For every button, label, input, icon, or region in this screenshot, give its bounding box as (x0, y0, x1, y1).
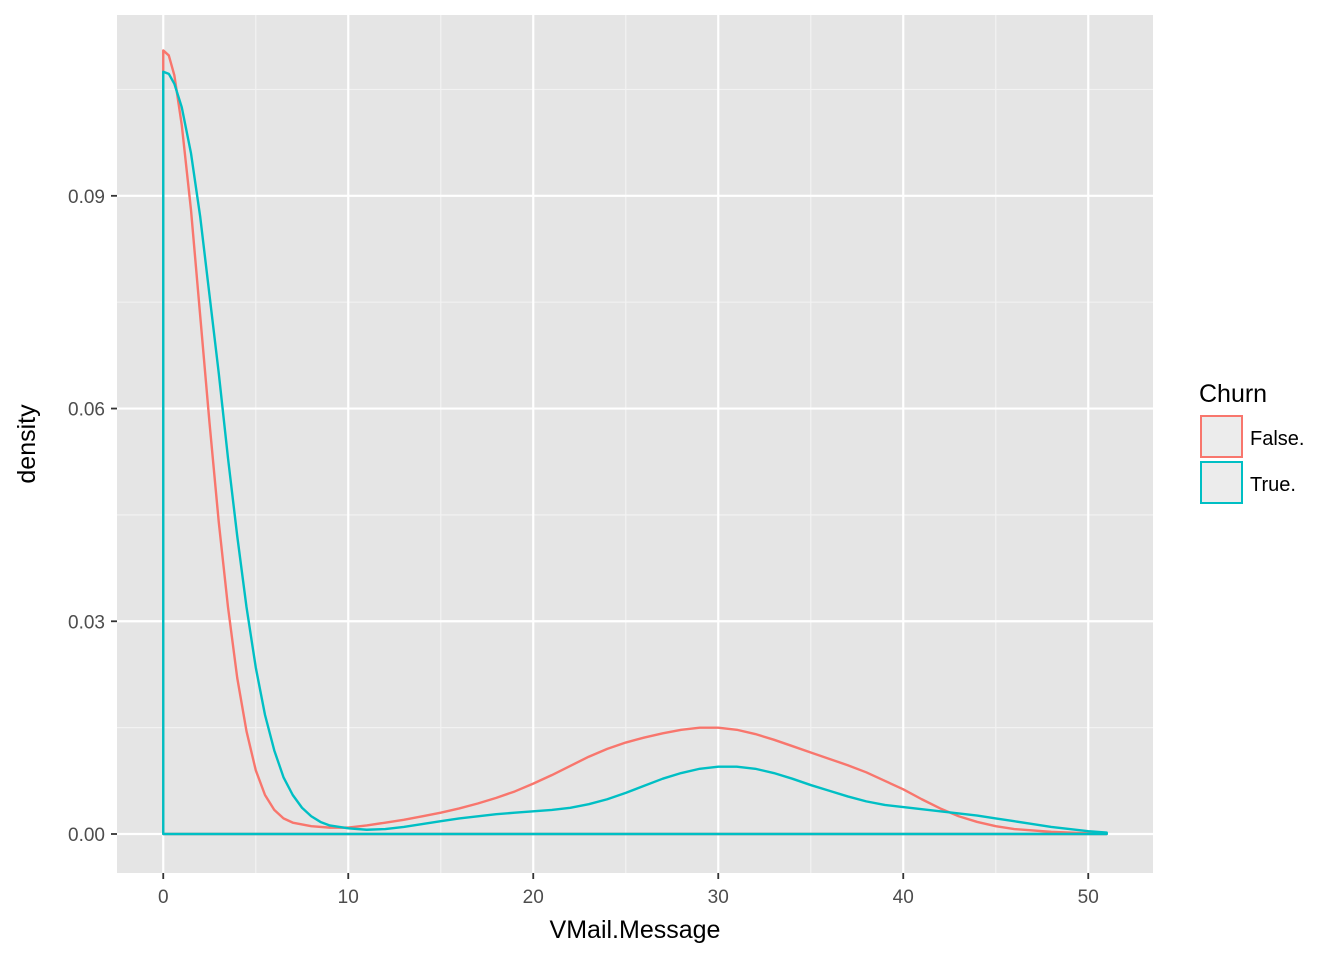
legend-label-false: False. (1250, 428, 1304, 450)
legend-title: Churn (1199, 380, 1267, 408)
y-tick-label: 0.03 (68, 612, 105, 633)
x-axis: 0 10 20 30 40 50 (158, 873, 1099, 908)
series-line-true (162, 70, 1108, 836)
legend: Churn False. True. (1199, 380, 1304, 504)
legend-label-true: True. (1250, 474, 1296, 496)
x-tick-label: 40 (893, 887, 914, 908)
x-axis-title: VMail.Message (550, 916, 721, 944)
series-layer (162, 49, 1108, 836)
series-line-false (162, 49, 1108, 836)
y-tick-label: 0.06 (68, 400, 105, 421)
plot-panel (117, 15, 1153, 873)
legend-key-true (1200, 461, 1243, 504)
x-tick-label: 0 (158, 887, 169, 908)
x-tick-label: 10 (338, 887, 359, 908)
y-tick-label: 0.09 (68, 187, 105, 208)
legend-item-true: True. (1200, 461, 1296, 504)
legend-item-false: False. (1200, 415, 1304, 458)
x-tick-label: 30 (708, 887, 729, 908)
legend-key-false (1200, 415, 1243, 458)
y-axis-title: density (13, 404, 41, 484)
x-tick-label: 20 (523, 887, 544, 908)
x-tick-label: 50 (1078, 887, 1099, 908)
y-tick-label: 0.00 (68, 825, 105, 846)
grid-minor (117, 15, 1153, 873)
y-axis: 0.00 0.03 0.06 0.09 (68, 187, 117, 846)
